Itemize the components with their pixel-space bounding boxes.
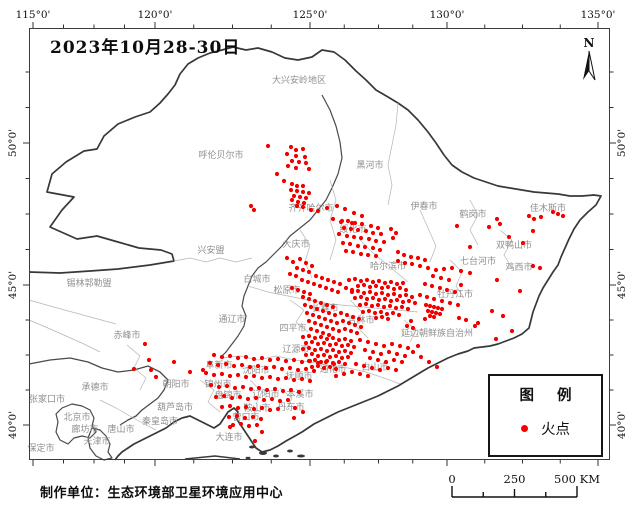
latitude-label-left: 40°0' (7, 410, 19, 440)
north-label: N (584, 36, 595, 50)
legend-title: 图 例 (519, 387, 581, 404)
map-frame (29, 28, 610, 460)
longitude-label: 125°0' (292, 9, 328, 21)
latitude-label-right: 50°0' (616, 128, 628, 158)
scale-bar: 0 250 500 KM (445, 468, 600, 504)
credit-text: 制作单位：生态环境部卫星环境应用中心 (40, 486, 284, 501)
latitude-label-right: 45°0' (616, 270, 628, 300)
legend: 图 例 火点 (488, 374, 603, 457)
latitude-label-right: 40°0' (616, 410, 628, 440)
longitude-label: 130°0' (429, 9, 465, 21)
scale-label-0: 0 (448, 472, 455, 486)
longitude-label: 115°0' (15, 9, 51, 21)
longitude-label: 120°0' (137, 9, 173, 21)
legend-item-fire-point: 火点 (490, 418, 601, 439)
scale-bar-ticks (451, 486, 578, 498)
north-arrow-right-half (588, 50, 596, 81)
scale-label-500km: 500 KM (554, 472, 600, 486)
legend-item-label: 火点 (541, 422, 570, 438)
map-title: 2023年10月28-30日 (50, 38, 241, 58)
north-arrow: N (575, 34, 603, 86)
scale-label-250: 250 (504, 472, 526, 486)
north-arrow-left-half (583, 51, 589, 80)
latitude-label-left: 50°0' (7, 128, 19, 158)
longitude-label: 135°0' (580, 9, 616, 21)
fire-point-marker-icon (521, 425, 528, 432)
latitude-label-left: 45°0' (7, 270, 19, 300)
